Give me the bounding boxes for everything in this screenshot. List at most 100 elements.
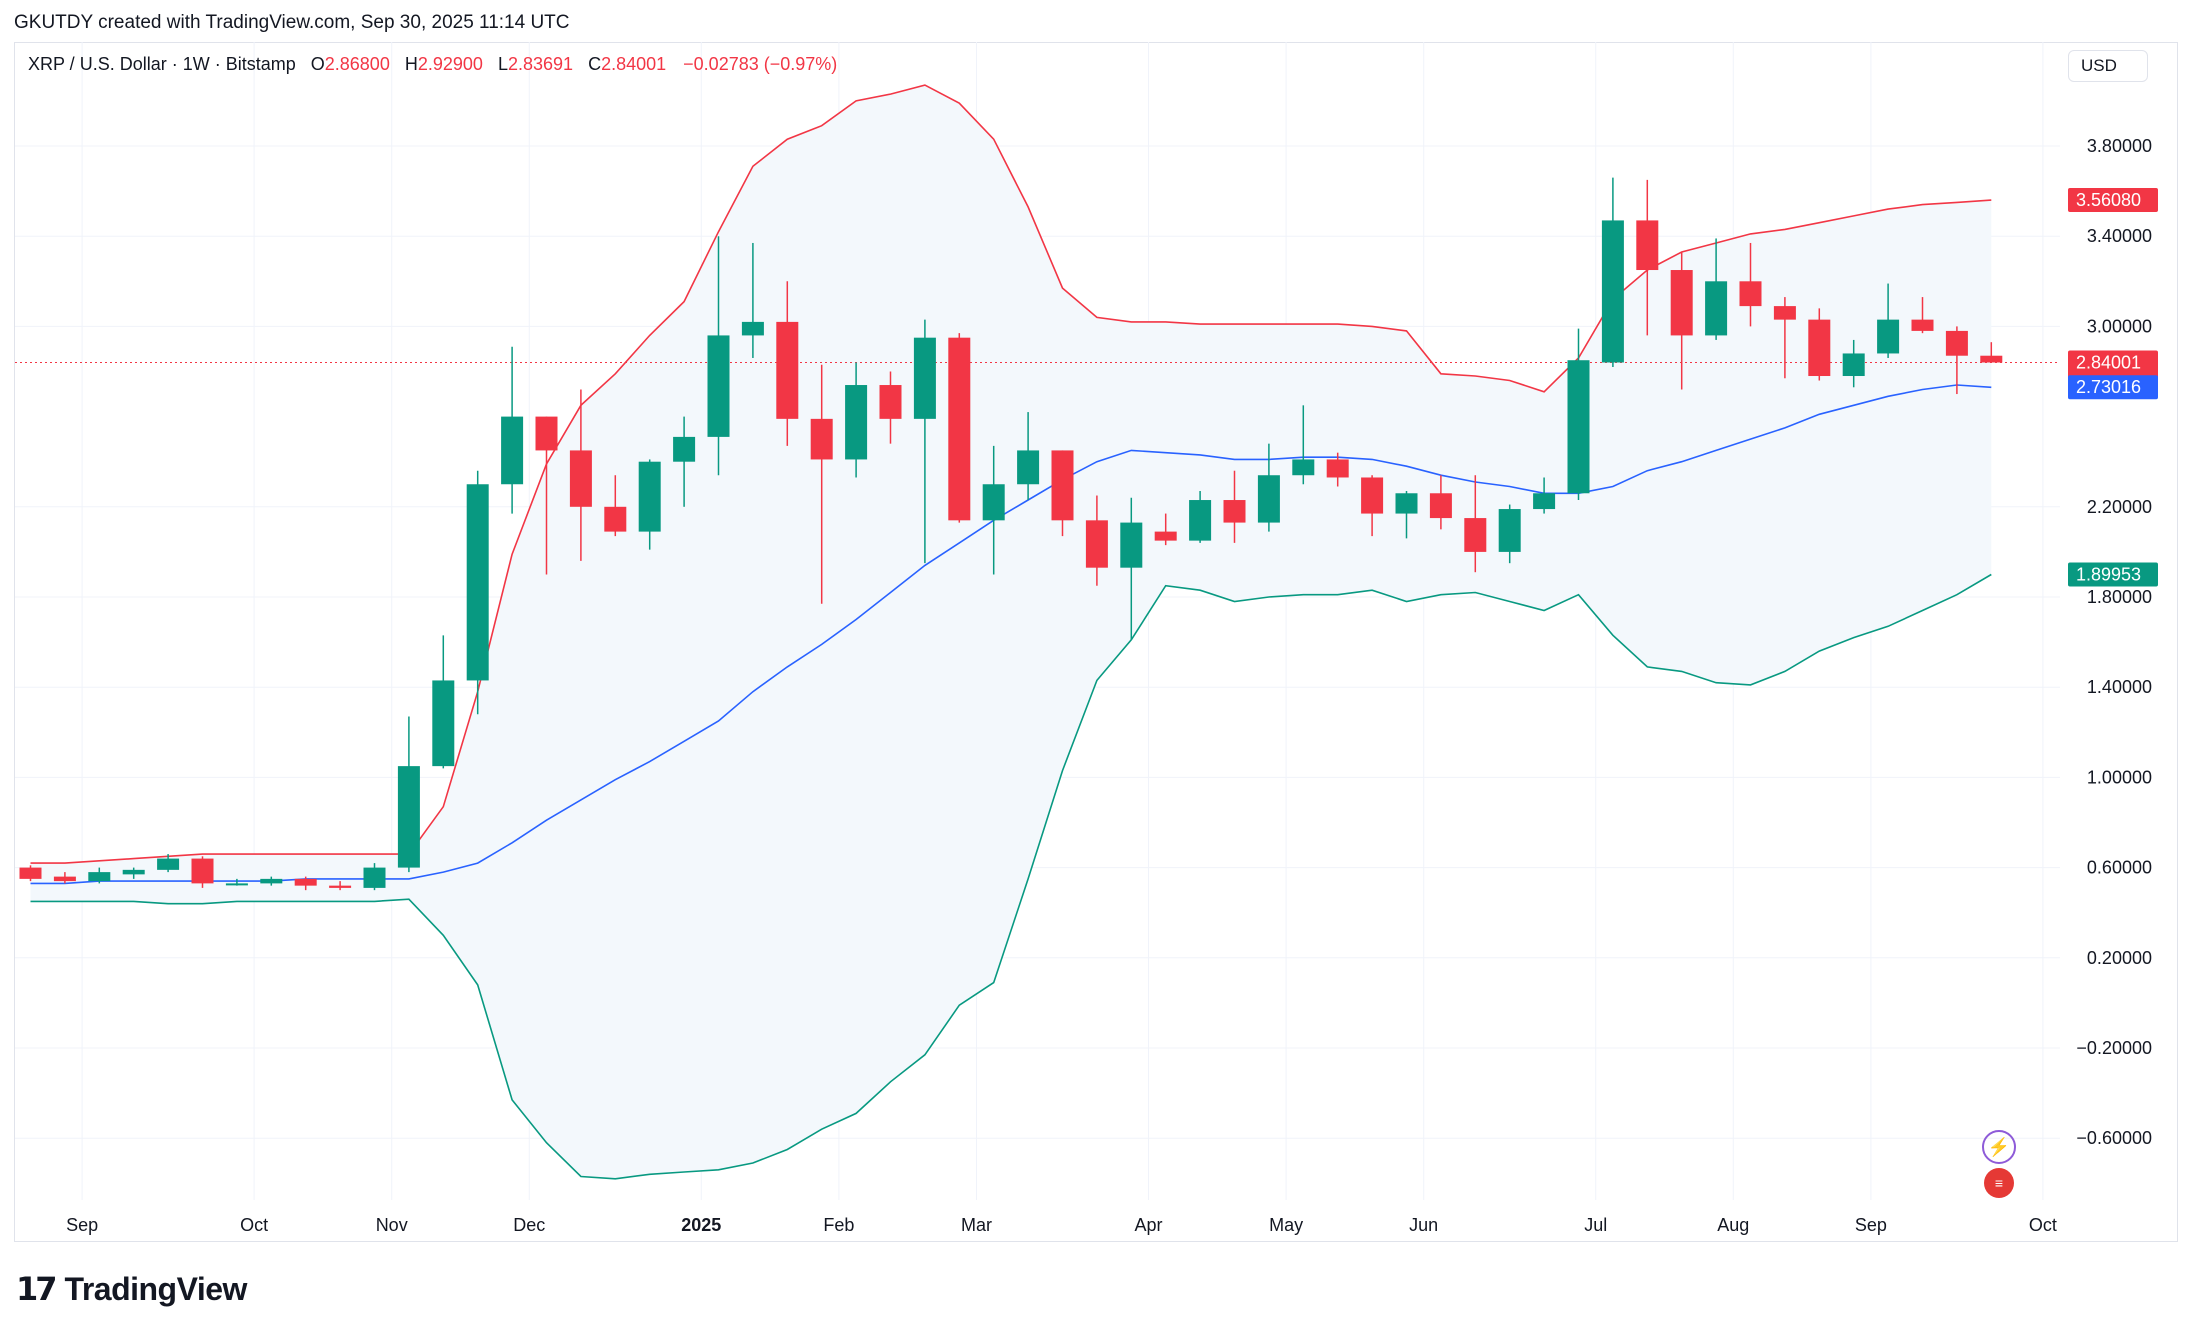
price-axis-label: −0.20000 [2076,1038,2152,1058]
candle[interactable] [363,863,386,891]
us-flag-icon[interactable]: ≡ [1984,1168,2014,1198]
candle[interactable] [1980,342,2003,363]
candle-body [397,766,420,868]
candle[interactable] [501,346,524,514]
candle-body [122,869,145,875]
time-axis-label: Jul [1584,1215,1607,1235]
candle[interactable] [1877,283,1900,358]
candle[interactable] [1326,452,1349,487]
time-axis-label: Aug [1717,1215,1749,1235]
candle[interactable] [1705,238,1728,340]
currency-button[interactable]: USD [2068,50,2148,82]
candle[interactable] [810,364,833,604]
candle[interactable] [1017,412,1040,501]
candle[interactable] [1842,339,1865,388]
candle[interactable] [1120,497,1143,640]
low-label: L [497,54,508,74]
candle-body [638,461,661,532]
candle[interactable] [88,867,111,884]
candle-body [1567,360,1590,494]
tradingview-logo[interactable]: 17 TradingView [16,1270,247,1308]
candle[interactable] [1464,475,1487,573]
candle[interactable] [879,371,902,444]
candle[interactable] [157,854,180,873]
candle[interactable] [1601,177,1624,367]
candle-body [1533,493,1556,510]
low-value: 2.83691 [507,54,574,74]
bolt-icon[interactable]: ⚡ [1982,1130,2016,1164]
candle[interactable] [1257,443,1280,532]
bollinger-upper-band [30,84,1992,864]
candle[interactable] [397,716,420,873]
candle[interactable] [1189,491,1212,543]
candle[interactable] [53,872,76,884]
time-axis-label: Mar [961,1215,992,1235]
candle-body [810,418,833,460]
close-value: 2.84001 [601,54,667,74]
candle[interactable] [1808,308,1831,381]
candle[interactable] [1670,251,1693,390]
candle[interactable] [1636,179,1659,336]
candle[interactable] [466,470,489,715]
candle[interactable] [913,319,936,564]
candle-body [948,337,971,521]
candle[interactable] [1051,450,1074,537]
candles [19,177,2003,891]
candle[interactable] [535,416,558,575]
candle[interactable] [294,876,317,891]
candle-body [1842,353,1865,377]
candle[interactable] [122,867,145,879]
candle[interactable] [225,878,248,886]
bollinger-lower-band [30,573,1992,1180]
price-tag-box [2068,187,2158,212]
candle[interactable] [1223,470,1246,543]
candle[interactable] [638,459,661,550]
candle[interactable] [19,865,42,882]
time-axis-label: Oct [240,1215,268,1235]
candle[interactable] [604,475,627,537]
candle[interactable] [1567,328,1590,501]
candle-body [1257,475,1280,523]
candle[interactable] [845,362,868,478]
candle-body [1361,477,1384,514]
candle[interactable] [1395,491,1418,539]
candle[interactable] [1911,297,1934,334]
candle[interactable] [329,881,352,891]
candle[interactable] [1533,477,1556,514]
candle[interactable] [982,445,1005,575]
candle[interactable] [191,856,214,888]
candle[interactable] [1739,242,1762,327]
candle-body [466,484,489,681]
candle[interactable] [260,876,283,886]
time-axis: Sep Oct Nov Dec 2025 Feb Mar Apr May Jun Jul Aug Sep… [66,1215,2057,1235]
candle[interactable] [432,635,455,769]
candle[interactable] [1085,495,1108,586]
tradingview-logo-icon: 17 [16,1270,57,1308]
candle[interactable] [1292,405,1315,485]
candle[interactable] [1429,475,1452,530]
candle-body [260,878,283,884]
price-tag-label: 2.84001 [2076,352,2141,372]
chart-credit: GKUTDY created with TradingView.com, Sep… [14,12,570,33]
candle[interactable] [1361,475,1384,537]
candle[interactable] [741,242,764,358]
time-axis-label: Feb [823,1215,854,1235]
candle[interactable] [1498,504,1521,564]
candle[interactable] [948,333,971,523]
candle-body [191,858,214,884]
candle-body [569,450,592,507]
candle[interactable] [776,281,799,446]
candle-body [1773,306,1796,320]
candle[interactable] [707,236,730,476]
candle[interactable] [1945,326,1968,395]
candle-body [776,321,799,419]
candle-body [604,506,627,532]
candle-body [363,867,386,888]
candle[interactable] [1773,297,1796,379]
candle[interactable] [1154,513,1177,546]
price-axis-label: 3.40000 [2087,226,2152,246]
candle[interactable] [673,416,696,507]
candle[interactable] [569,389,592,561]
